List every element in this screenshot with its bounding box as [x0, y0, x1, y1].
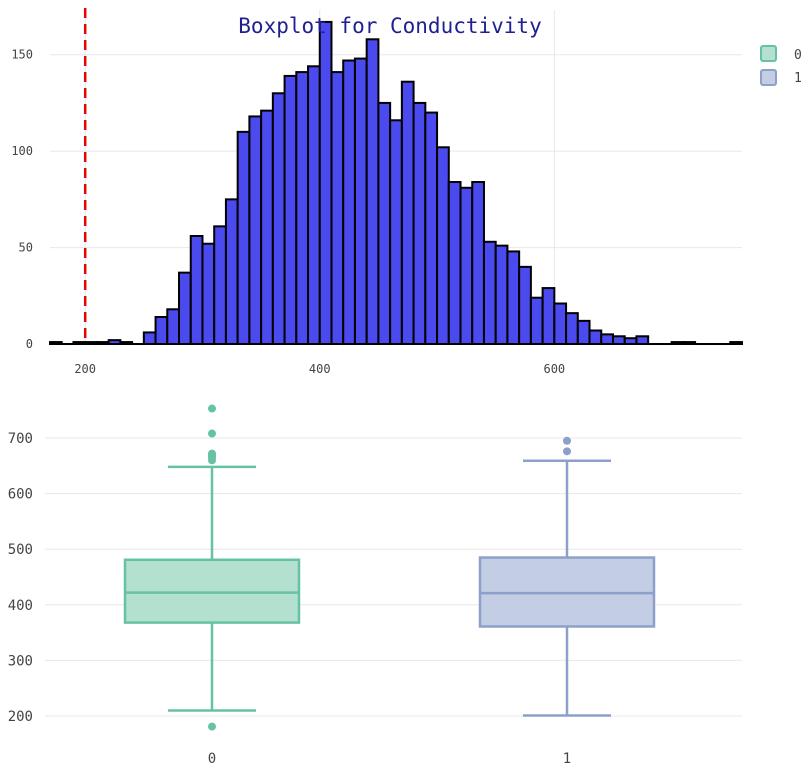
box-y-tick-label: 600 [8, 487, 33, 503]
boxplot-y-ticks: 200 300 400 500 600 700 [8, 431, 33, 725]
legend-label-0: 0 [794, 48, 802, 63]
histogram-bar[interactable] [529, 296, 544, 346]
histogram-bar[interactable] [201, 242, 216, 345]
histogram-bar[interactable] [389, 119, 403, 345]
histogram-bar[interactable] [576, 319, 591, 346]
histogram-bar[interactable] [271, 92, 286, 345]
hist-y-tick-label: 100 [11, 144, 33, 158]
histogram-x-ticks: 200 400 600 [74, 362, 565, 376]
histogram-bar[interactable] [119, 341, 134, 346]
histogram-bar[interactable] [400, 80, 415, 345]
histogram-bar[interactable] [260, 109, 274, 346]
histogram-bar[interactable] [682, 341, 697, 346]
histogram-bar[interactable] [189, 235, 204, 345]
histogram-bar[interactable] [318, 20, 333, 346]
histogram-bar[interactable] [95, 341, 110, 346]
box-y-tick-label: 500 [8, 542, 33, 558]
outlier-point[interactable] [563, 436, 571, 445]
box-y-tick-label: 300 [8, 653, 33, 669]
histogram-bar[interactable] [670, 341, 685, 346]
histogram-y-ticks: 0 50 100 150 [11, 48, 33, 351]
histogram-bar[interactable] [365, 38, 380, 346]
histogram-bar[interactable] [436, 146, 450, 345]
histogram-bar[interactable] [342, 59, 356, 345]
outlier-point[interactable] [208, 449, 216, 458]
legend-swatch-0[interactable] [760, 45, 777, 62]
histogram-bar[interactable] [283, 74, 298, 346]
outlier-point[interactable] [563, 447, 571, 456]
legend: 0 1 [760, 45, 802, 86]
histogram-bar[interactable] [107, 339, 122, 345]
histogram-bar[interactable] [142, 331, 157, 345]
box-y-tick-label: 400 [8, 598, 33, 614]
histogram-bar[interactable] [295, 71, 310, 345]
histogram-bars [49, 20, 743, 346]
outlier-point[interactable] [208, 404, 216, 413]
histogram-bar[interactable] [236, 130, 251, 345]
histogram-bar[interactable] [447, 181, 462, 345]
iqr-box[interactable] [123, 558, 301, 624]
hist-x-tick-label: 400 [309, 362, 331, 376]
hist-y-tick-label: 0 [26, 337, 33, 351]
histogram-bar[interactable] [353, 57, 368, 345]
histogram-bar[interactable] [494, 244, 509, 345]
histogram-bar[interactable] [424, 111, 439, 345]
histogram-bar[interactable] [600, 333, 614, 346]
histogram-bar[interactable] [459, 186, 474, 345]
histogram-bar[interactable] [565, 312, 579, 345]
box-y-tick-label: 700 [8, 431, 33, 447]
histogram-bar[interactable] [412, 101, 427, 345]
outlier-point[interactable] [208, 429, 216, 438]
histogram-bar[interactable] [518, 265, 532, 346]
histogram-bar[interactable] [178, 271, 192, 345]
histogram-bar[interactable] [224, 198, 239, 345]
histogram-bar[interactable] [506, 250, 521, 345]
histogram-bar[interactable] [471, 181, 485, 345]
histogram-bar[interactable] [307, 65, 321, 346]
histogram-bar[interactable] [611, 335, 626, 345]
histogram-bar[interactable] [553, 302, 568, 345]
box-x-tick-label: 1 [563, 751, 571, 767]
histogram-bar[interactable] [729, 341, 743, 346]
hist-y-tick-label: 50 [19, 241, 33, 255]
histogram-bar[interactable] [49, 341, 63, 346]
histogram-bar[interactable] [482, 240, 497, 346]
histogram-bar[interactable] [72, 341, 87, 346]
histogram-bar[interactable] [377, 101, 392, 345]
hist-x-tick-label: 600 [543, 362, 565, 376]
histogram-bar[interactable] [248, 115, 263, 345]
legend-swatch-1[interactable] [760, 69, 777, 86]
histogram-bar[interactable] [635, 335, 650, 345]
boxplot-group-0[interactable] [123, 404, 301, 731]
chart-title: Boxplot for Conductivity [238, 14, 541, 38]
hist-y-tick-label: 150 [11, 48, 33, 62]
histogram-bar[interactable] [623, 337, 638, 346]
histogram-bar[interactable] [154, 316, 169, 345]
histogram-bar[interactable] [330, 71, 345, 345]
hist-x-tick-label: 200 [74, 362, 96, 376]
legend-label-1: 1 [794, 71, 802, 86]
histogram-bar[interactable] [588, 329, 603, 345]
box-x-tick-label: 0 [208, 751, 216, 767]
box-y-tick-label: 200 [8, 709, 33, 725]
histogram-bar[interactable] [213, 225, 227, 346]
boxplots [123, 404, 656, 731]
outlier-point[interactable] [208, 722, 216, 731]
boxplot-group-1[interactable] [478, 436, 656, 717]
histogram-bar[interactable] [541, 287, 556, 346]
histogram-bar[interactable] [166, 308, 181, 345]
histogram-bar[interactable] [84, 341, 98, 346]
